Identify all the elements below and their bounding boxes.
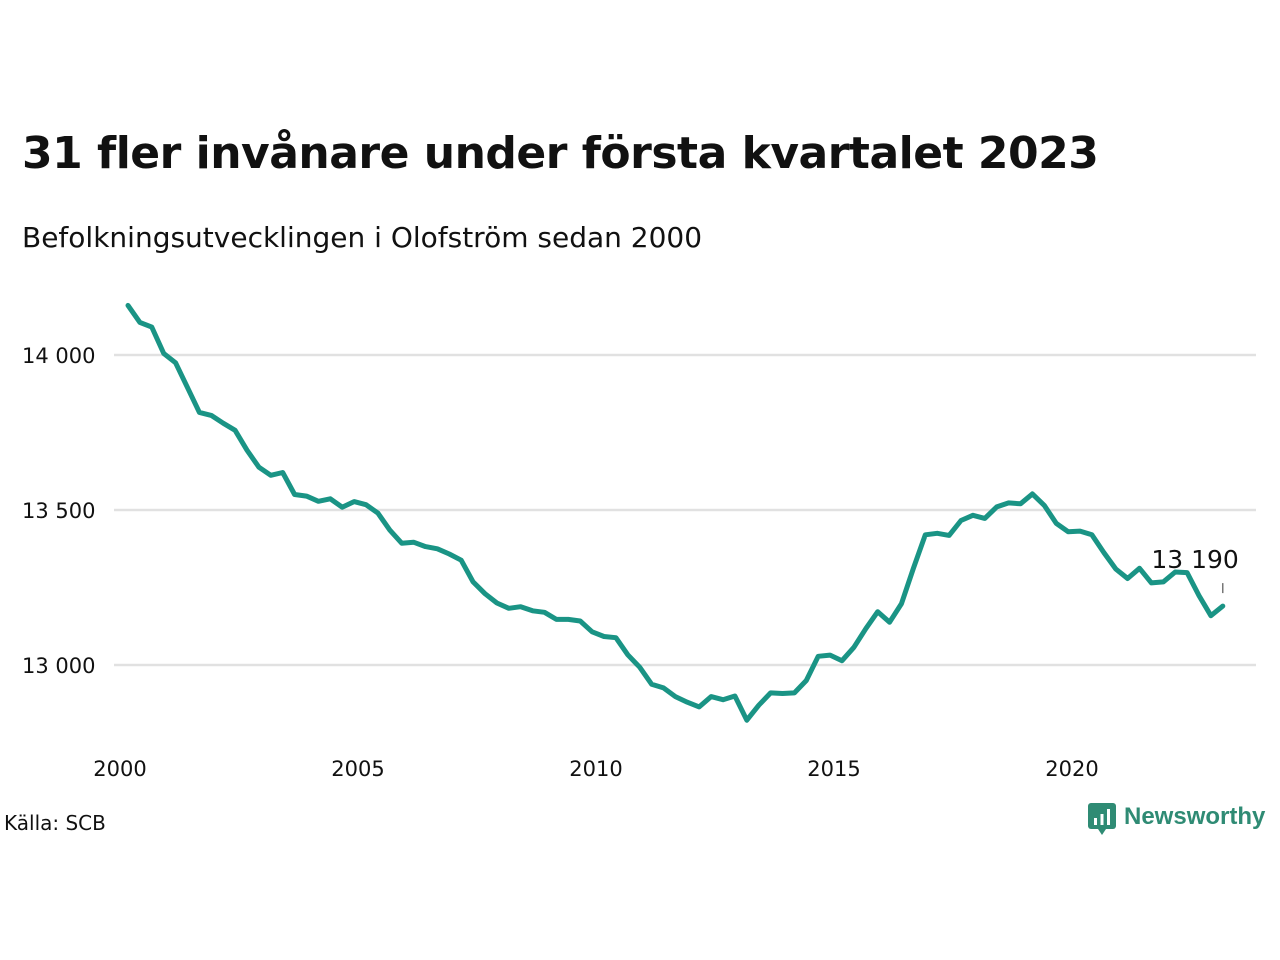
- x-axis-labels: 2000 2005 2010 2015 2020: [93, 757, 1098, 781]
- end-annotation: 13 190: [1151, 545, 1239, 594]
- x-tick-label: 2000: [93, 757, 146, 781]
- x-tick-label: 2020: [1045, 757, 1098, 781]
- brand-name: Newsworthy: [1124, 803, 1266, 830]
- gridlines: [114, 353, 1256, 667]
- y-axis-labels: 13 000 13 500 14 000: [22, 344, 95, 678]
- end-value-label: 13 190: [1151, 545, 1238, 574]
- x-tick-label: 2010: [569, 757, 622, 781]
- y-tick-label: 14 000: [22, 344, 95, 368]
- source-note: Källa: SCB: [4, 811, 106, 835]
- newsworthy-logo-icon: [1088, 803, 1116, 835]
- chart-subtitle: Befolkningsutvecklingen i Olofström seda…: [22, 221, 703, 254]
- y-tick-label: 13 000: [22, 654, 95, 678]
- x-tick-label: 2005: [331, 757, 384, 781]
- brand-logo: Newsworthy: [1088, 803, 1266, 835]
- x-tick-label: 2015: [807, 757, 860, 781]
- y-tick-label: 13 500: [22, 499, 95, 523]
- chart-title: 31 fler invånare under första kvartalet …: [22, 128, 1099, 179]
- population-line: [125, 302, 1226, 723]
